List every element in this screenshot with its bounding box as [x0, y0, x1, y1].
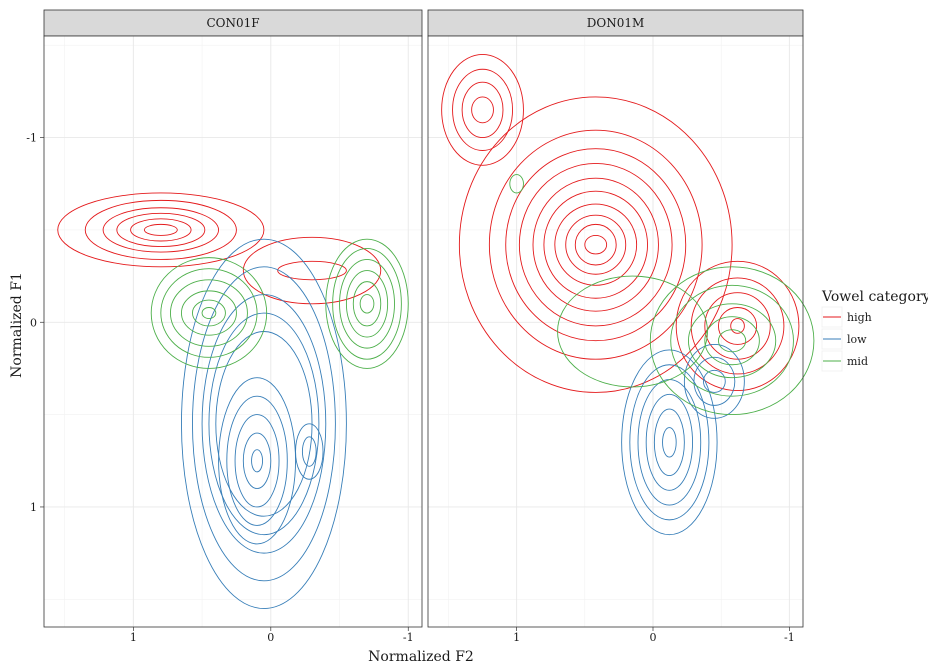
contour-high-1-0 [458, 96, 733, 393]
contour-low-0-0 [621, 349, 718, 536]
legend-label-low: low [847, 333, 867, 346]
panel-DON01M: DON01M 1 0 -1 [427, 9, 815, 644]
x-tick-label: 0 [267, 631, 274, 644]
contour-low-1-0 [683, 343, 745, 419]
legend: Vowel category high low mid [821, 289, 928, 372]
y-tick-label: 0 [30, 316, 37, 329]
x-tick-label: -1 [784, 631, 795, 644]
contour-high-1-2 [505, 148, 687, 342]
contour-high-0-2 [102, 207, 220, 253]
x-tick-label: 1 [513, 631, 520, 644]
contour-mid-0-4 [718, 329, 747, 353]
contour-mid-0-1 [670, 284, 794, 397]
contour-high-1-9 [584, 235, 608, 255]
panel-border [427, 35, 804, 628]
contour-high-2-1 [690, 277, 785, 375]
contour-high-2-2 [704, 292, 771, 360]
contour-mid-0-3 [704, 316, 760, 366]
contour-high-0-1 [452, 68, 513, 151]
panels-layer: CON01F 1 0 -1 -1 0 1 DON01M 1 0 -1 [26, 9, 815, 644]
contour-low-1-4 [251, 449, 264, 473]
contour-high-0-4 [130, 218, 192, 242]
contour-high-1-6 [554, 203, 638, 286]
contour-mid-0-0 [649, 266, 815, 416]
contour-mid-0-2 [688, 303, 777, 379]
contour-mid-0-4 [192, 299, 226, 327]
panel-title: DON01M [587, 16, 645, 30]
y-tick-label: -1 [26, 132, 37, 145]
panel-border [43, 35, 423, 628]
series-high [441, 54, 800, 393]
contour-low-1-3 [242, 432, 272, 489]
contour-low-1-1 [693, 356, 736, 406]
contour-high-0-1 [84, 199, 237, 260]
contour-mid-1-4 [352, 281, 382, 327]
contour-low-0-3 [208, 312, 320, 536]
contour-high-1-3 [518, 162, 673, 327]
contour-high-0-3 [116, 212, 206, 247]
x-tick-label: 1 [130, 631, 137, 644]
contour-mid-1-2 [339, 259, 395, 349]
contour-high-1-8 [574, 223, 617, 266]
contour-mid-1-3 [345, 270, 389, 338]
contour-low-0-1 [629, 364, 710, 521]
panel-title: CON01F [206, 16, 259, 30]
contour-high-0-3 [471, 96, 494, 124]
contour-mid-2-0 [509, 174, 524, 194]
x-tick-label: 0 [650, 631, 657, 644]
contour-low-0-5 [662, 427, 677, 458]
contour-high-2-4 [730, 318, 745, 334]
series-mid [509, 174, 815, 416]
contour-high-0-0 [57, 192, 265, 268]
contour-high-1-7 [565, 214, 627, 275]
x-tick-label: -1 [403, 631, 414, 644]
contour-high-2-3 [718, 307, 758, 345]
contour-high-1-1 [277, 260, 347, 281]
contour-mid-1-5 [359, 294, 375, 314]
contour-mid-1-0 [557, 275, 708, 388]
contour-low-2-1 [301, 436, 317, 467]
legend-label-high: high [847, 311, 872, 324]
contour-high-0-2 [461, 81, 504, 139]
contour-low-0-3 [645, 393, 693, 491]
contour-low-1-1 [226, 395, 288, 526]
contour-low-1-2 [234, 414, 280, 508]
contour-low-1-2 [703, 369, 726, 393]
series-mid [150, 238, 409, 369]
contour-high-2-0 [675, 260, 800, 392]
contour-mid-0-3 [181, 290, 237, 336]
contour-high-1-1 [488, 129, 703, 360]
contour-mid-1-0 [325, 238, 409, 369]
panel-background [428, 36, 803, 627]
contour-low-0-1 [192, 266, 336, 582]
contour-high-0-0 [441, 54, 524, 166]
x-axis-title: Normalized F2 [368, 649, 474, 665]
contour-low-0-4 [653, 408, 685, 477]
contour-mid-1-1 [332, 247, 402, 360]
contour-mid-0-5 [201, 307, 217, 320]
series-high [57, 192, 382, 305]
contour-mid-0-0 [150, 257, 268, 369]
contour-high-1-5 [543, 190, 648, 299]
contour-low-0-0 [181, 238, 347, 609]
panel-CON01F: CON01F 1 0 -1 -1 0 1 [26, 9, 423, 644]
contour-high-1-0 [242, 236, 382, 305]
series-low [181, 238, 347, 609]
contour-mid-0-2 [170, 279, 248, 347]
contour-low-2-0 [295, 423, 324, 480]
contour-high-0-5 [143, 223, 178, 236]
legend-title: Vowel category [821, 289, 928, 305]
contour-low-1-0 [218, 377, 296, 545]
contour-high-1-4 [532, 177, 659, 312]
y-axis-title: Normalized F1 [9, 272, 25, 378]
strip-bg [43, 9, 423, 37]
legend-label-mid: mid [847, 355, 868, 368]
contour-mid-0-1 [160, 268, 258, 358]
y-tick-label: 1 [30, 501, 37, 514]
